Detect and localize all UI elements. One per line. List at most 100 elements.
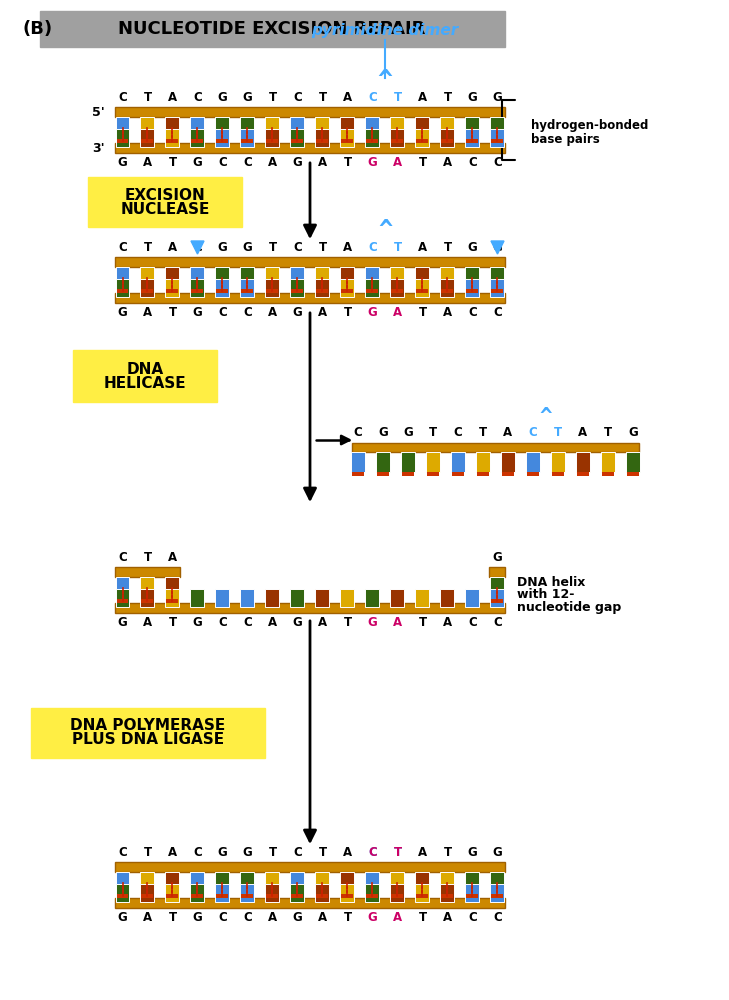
FancyBboxPatch shape <box>117 139 128 143</box>
Text: T: T <box>343 306 351 319</box>
Text: T: T <box>443 846 451 859</box>
FancyBboxPatch shape <box>117 599 128 603</box>
Text: G: G <box>292 156 303 169</box>
FancyBboxPatch shape <box>391 589 405 607</box>
Text: 5': 5' <box>92 105 104 118</box>
Text: ^: ^ <box>378 68 392 92</box>
Text: A: A <box>418 846 427 859</box>
Text: A: A <box>443 911 452 924</box>
FancyBboxPatch shape <box>115 117 130 139</box>
FancyBboxPatch shape <box>391 139 403 143</box>
FancyBboxPatch shape <box>165 884 179 902</box>
FancyBboxPatch shape <box>316 139 329 143</box>
Text: hydrogen-bonded: hydrogen-bonded <box>531 119 649 132</box>
Text: C: C <box>218 156 227 169</box>
Text: G: G <box>367 616 378 629</box>
Text: A: A <box>168 846 177 859</box>
Text: (B): (B) <box>22 20 52 38</box>
Text: T: T <box>343 911 351 924</box>
Text: T: T <box>418 616 426 629</box>
Text: A: A <box>443 306 452 319</box>
FancyBboxPatch shape <box>601 452 615 472</box>
FancyBboxPatch shape <box>115 279 130 297</box>
FancyBboxPatch shape <box>489 567 505 577</box>
FancyBboxPatch shape <box>626 452 640 472</box>
Text: C: C <box>218 306 227 319</box>
Text: C: C <box>453 426 462 439</box>
FancyBboxPatch shape <box>501 452 515 472</box>
FancyBboxPatch shape <box>491 139 504 143</box>
Text: T: T <box>168 911 176 924</box>
FancyBboxPatch shape <box>190 872 205 894</box>
FancyBboxPatch shape <box>292 894 303 898</box>
FancyBboxPatch shape <box>416 139 429 143</box>
FancyBboxPatch shape <box>451 452 465 472</box>
FancyBboxPatch shape <box>192 894 203 898</box>
Text: C: C <box>118 551 127 564</box>
Text: C: C <box>218 616 227 629</box>
Text: T: T <box>168 156 176 169</box>
Text: A: A <box>168 91 177 104</box>
Text: A: A <box>143 616 152 629</box>
Text: T: T <box>268 241 276 254</box>
Text: base pairs: base pairs <box>531 133 600 146</box>
FancyBboxPatch shape <box>316 289 329 293</box>
FancyBboxPatch shape <box>190 279 205 297</box>
FancyBboxPatch shape <box>391 267 405 289</box>
FancyBboxPatch shape <box>141 884 155 902</box>
Polygon shape <box>491 241 504 254</box>
Text: C: C <box>293 91 302 104</box>
FancyBboxPatch shape <box>290 267 305 289</box>
FancyBboxPatch shape <box>117 894 128 898</box>
Text: A: A <box>268 911 277 924</box>
FancyBboxPatch shape <box>241 289 254 293</box>
Text: G: G <box>493 241 502 254</box>
FancyBboxPatch shape <box>365 589 380 607</box>
Text: T: T <box>268 846 276 859</box>
FancyBboxPatch shape <box>117 289 128 293</box>
Text: G: G <box>403 426 413 439</box>
FancyBboxPatch shape <box>217 289 228 293</box>
Text: G: G <box>243 91 252 104</box>
FancyBboxPatch shape <box>491 884 504 902</box>
FancyBboxPatch shape <box>216 267 230 289</box>
Text: T: T <box>144 91 152 104</box>
FancyBboxPatch shape <box>491 589 504 607</box>
Text: T: T <box>479 426 487 439</box>
Text: PLUS DNA LIGASE: PLUS DNA LIGASE <box>72 732 224 747</box>
FancyBboxPatch shape <box>367 139 378 143</box>
FancyBboxPatch shape <box>290 279 305 297</box>
FancyBboxPatch shape <box>165 129 179 147</box>
Text: A: A <box>268 156 277 169</box>
Text: C: C <box>193 846 202 859</box>
FancyBboxPatch shape <box>190 267 205 289</box>
Text: A: A <box>318 306 327 319</box>
FancyBboxPatch shape <box>316 279 330 297</box>
FancyBboxPatch shape <box>502 472 514 476</box>
FancyBboxPatch shape <box>377 472 389 476</box>
Text: G: G <box>192 911 203 924</box>
FancyBboxPatch shape <box>216 884 230 902</box>
FancyBboxPatch shape <box>141 599 154 603</box>
FancyBboxPatch shape <box>115 129 130 147</box>
Text: C: C <box>118 91 127 104</box>
FancyBboxPatch shape <box>391 129 405 147</box>
FancyBboxPatch shape <box>241 267 254 289</box>
FancyBboxPatch shape <box>577 472 589 476</box>
Text: C: C <box>118 241 127 254</box>
Text: A: A <box>343 241 352 254</box>
FancyBboxPatch shape <box>192 139 203 143</box>
Text: NUCLEASE: NUCLEASE <box>120 202 210 217</box>
FancyBboxPatch shape <box>265 589 279 607</box>
Text: T: T <box>418 911 426 924</box>
FancyBboxPatch shape <box>265 872 279 894</box>
Text: A: A <box>443 156 452 169</box>
Text: C: C <box>243 616 252 629</box>
FancyBboxPatch shape <box>316 884 330 902</box>
Text: C: C <box>293 241 302 254</box>
FancyBboxPatch shape <box>165 589 179 607</box>
FancyBboxPatch shape <box>391 279 405 297</box>
FancyBboxPatch shape <box>401 452 415 472</box>
Text: T: T <box>319 241 327 254</box>
FancyBboxPatch shape <box>165 279 179 297</box>
